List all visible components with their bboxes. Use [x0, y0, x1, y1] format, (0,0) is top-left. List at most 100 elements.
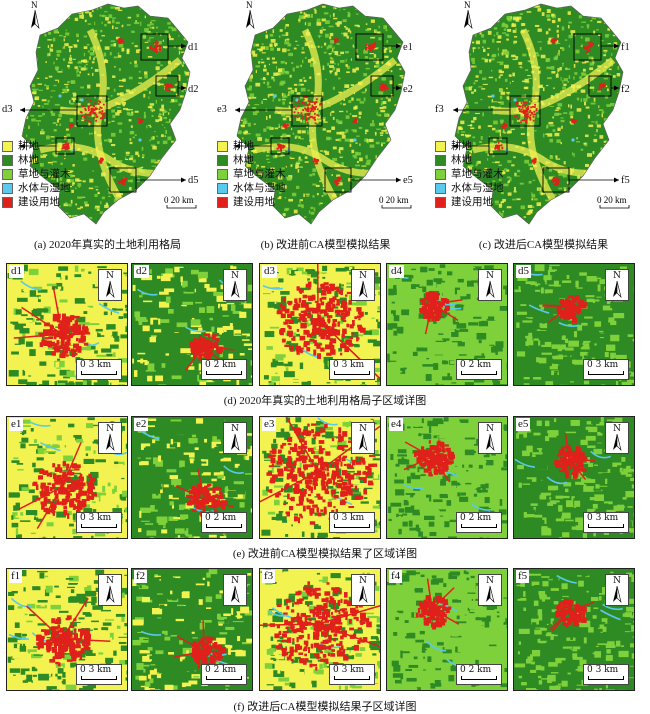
- scale-label: 0 3 km: [333, 665, 364, 675]
- detail-tile-e5: e5 N 0 3 km: [513, 416, 635, 539]
- scale-label: 0 2 km: [460, 360, 491, 370]
- legend-item: 水体与湿地: [435, 181, 504, 195]
- detail-tile-e2: e2 N 0 2 km: [131, 416, 253, 539]
- scale-label: 0 2 km: [205, 360, 236, 370]
- legend-label: 水体与湿地: [18, 181, 71, 195]
- legend-swatch: [217, 183, 228, 194]
- legend-swatch: [2, 155, 13, 166]
- north-arrow-icon: N: [98, 269, 122, 301]
- scale-label: 0 3 km: [80, 513, 111, 523]
- legend-label: 耕地: [233, 139, 254, 153]
- north-arrow-icon: N: [605, 574, 629, 606]
- legend-swatch: [217, 155, 228, 166]
- legend-label: 草地与灌木: [18, 167, 71, 181]
- tile-label: d4: [389, 265, 404, 278]
- north-arrow-icon: N: [98, 422, 122, 454]
- legend-item: 耕地: [435, 139, 504, 153]
- tile-label: e5: [516, 418, 530, 431]
- tile-label: d2: [134, 265, 149, 278]
- tile-label: f5: [516, 570, 529, 583]
- scale-bar: 0 3 km: [583, 512, 629, 533]
- north-arrow-icon: N: [478, 422, 502, 454]
- scale-bar: 0 3 km: [329, 512, 375, 533]
- scale-label: 0 2 km: [460, 665, 491, 675]
- tile-label: e1: [9, 418, 23, 431]
- north-arrow-icon: N: [351, 269, 375, 301]
- callout-label-e1: e1: [403, 42, 413, 53]
- north-label: N: [464, 0, 471, 10]
- scale-label: 0 3 km: [587, 665, 618, 675]
- tile-label: f4: [389, 570, 402, 583]
- legend-item: 建设用地: [435, 195, 504, 209]
- overview-map-b: N0 20 kme1e2e3e4e5耕地林地草地与灌木水体与湿地建设用地: [215, 0, 425, 225]
- caption-b: (b) 改进前CA模型模拟结果: [218, 236, 433, 252]
- legend-swatch: [435, 155, 446, 166]
- caption-e: (e) 改进前CA模型模拟结果了区域详图: [0, 545, 650, 561]
- scale-bar: [600, 205, 629, 208]
- detail-tile-d5: d5 N 0 3 km: [513, 263, 635, 386]
- legend-item: 林地: [435, 153, 504, 167]
- north-label: N: [31, 0, 38, 10]
- scale-bar: 0 3 km: [583, 359, 629, 380]
- legend-item: 耕地: [217, 139, 286, 153]
- north-label: N: [246, 0, 253, 10]
- tile-label: e2: [134, 418, 148, 431]
- scale-bar: [167, 205, 196, 208]
- callout-label-e2: e2: [403, 84, 413, 95]
- scale-label: 0 3 km: [587, 360, 618, 370]
- scale-bar: 0 3 km: [583, 664, 629, 685]
- detail-tile-e4: e4 N 0 2 km: [386, 416, 508, 539]
- tile-label: d5: [516, 265, 531, 278]
- callout-label-e3: e3: [217, 104, 227, 115]
- legend: 耕地林地草地与灌木水体与湿地建设用地: [2, 139, 71, 209]
- overview-map-c: N0 20 kmf1f2f3f4f5耕地林地草地与灌木水体与湿地建设用地: [433, 0, 643, 225]
- north-arrow-icon: [31, 10, 39, 28]
- north-arrow-icon: N: [223, 422, 247, 454]
- legend-item: 耕地: [2, 139, 71, 153]
- scale-bar: 0 2 km: [201, 359, 247, 380]
- legend-swatch: [435, 169, 446, 180]
- scale-label: 0 2 km: [205, 665, 236, 675]
- callout-label-d1: d1: [188, 42, 199, 53]
- legend: 耕地林地草地与灌木水体与湿地建设用地: [435, 139, 504, 209]
- north-arrow-icon: N: [98, 574, 122, 606]
- detail-tile-f5: f5 N 0 3 km: [513, 568, 635, 691]
- legend-item: 林地: [2, 153, 71, 167]
- legend-swatch: [435, 141, 446, 152]
- legend-label: 草地与灌木: [233, 167, 286, 181]
- scale-bar: 0 2 km: [456, 512, 502, 533]
- scale-bar: 0 3 km: [76, 359, 122, 380]
- scale-bar: 0 3 km: [329, 664, 375, 685]
- legend-item: 建设用地: [2, 195, 71, 209]
- scale-bar: 0 2 km: [456, 359, 502, 380]
- legend-swatch: [435, 197, 446, 208]
- legend-item: 草地与灌木: [2, 167, 71, 181]
- scale-bar: 0 3 km: [76, 512, 122, 533]
- legend-label: 水体与湿地: [233, 181, 286, 195]
- tile-label: e4: [389, 418, 403, 431]
- scale-bar: 0 2 km: [201, 664, 247, 685]
- caption-d: (d) 2020年真实的土地利用格局子区域详图: [0, 392, 650, 408]
- scale-bar: 0 2 km: [201, 512, 247, 533]
- north-arrow-icon: N: [605, 422, 629, 454]
- callout-label-f3: f3: [435, 104, 444, 115]
- callout-label-d3: d3: [2, 104, 13, 115]
- tile-label: f2: [134, 570, 147, 583]
- legend-swatch: [2, 197, 13, 208]
- legend-label: 林地: [451, 153, 472, 167]
- tile-label: f1: [9, 570, 22, 583]
- north-arrow-icon: N: [605, 269, 629, 301]
- callout-label-f5: f5: [621, 175, 630, 186]
- scale-label: 0 20 km: [597, 195, 627, 205]
- scale-label: 0 3 km: [333, 360, 364, 370]
- legend-label: 耕地: [451, 139, 472, 153]
- legend-label: 林地: [18, 153, 39, 167]
- legend-swatch: [2, 141, 13, 152]
- scale-label: 0 2 km: [460, 513, 491, 523]
